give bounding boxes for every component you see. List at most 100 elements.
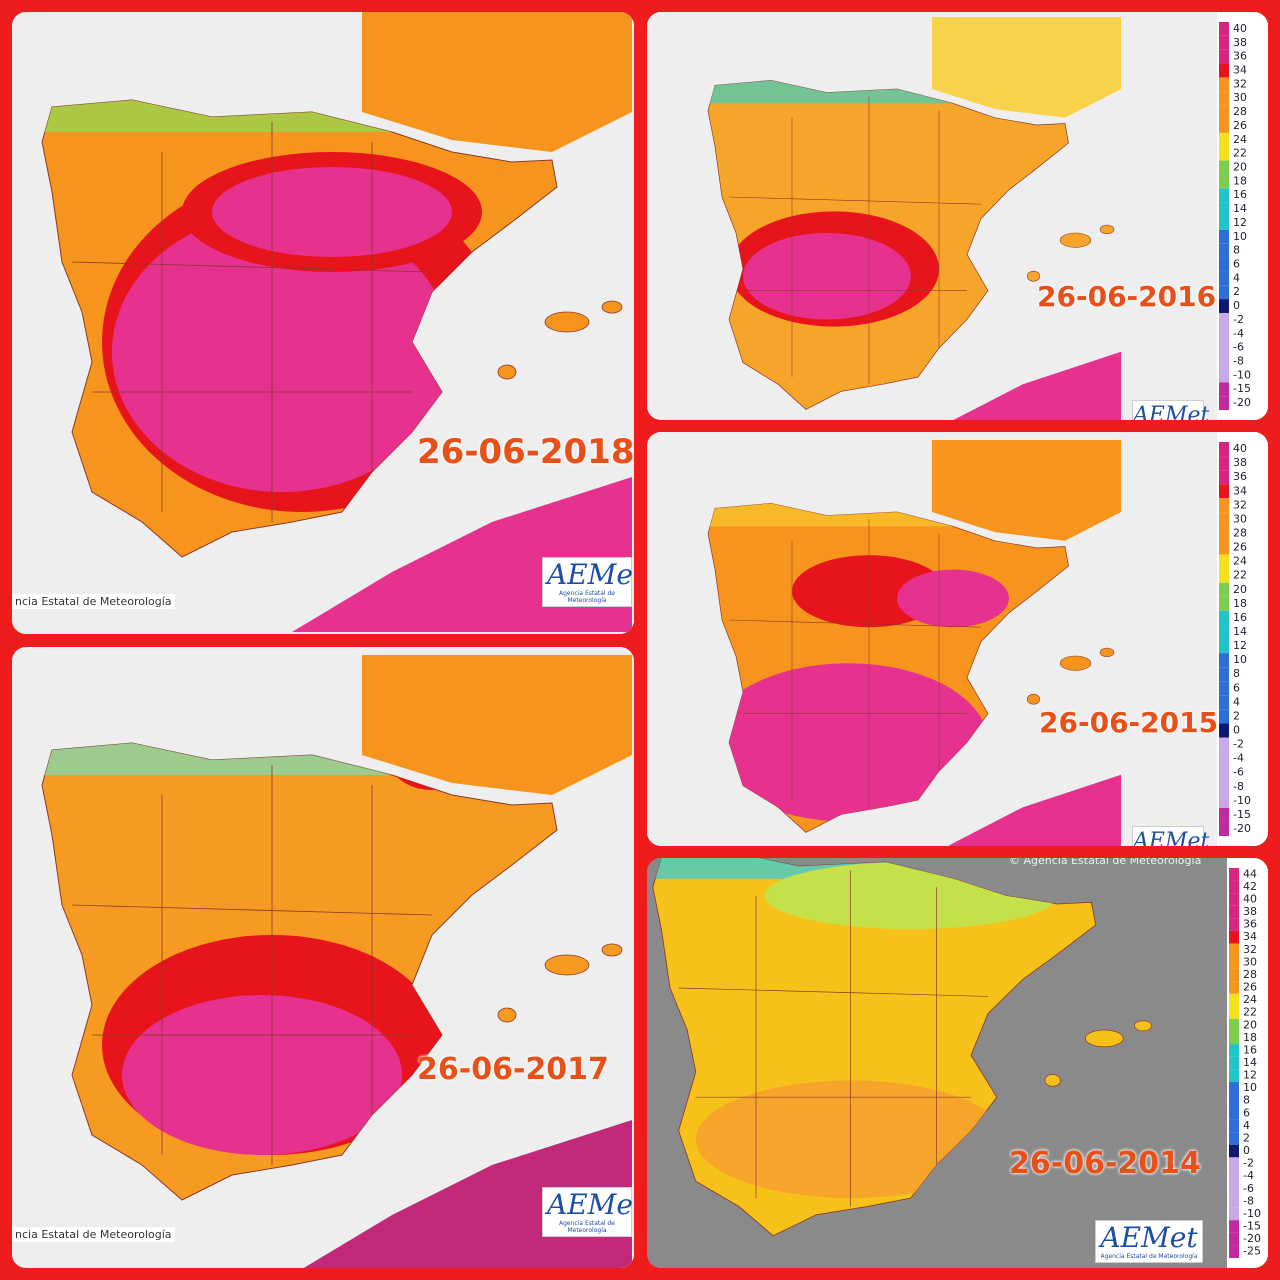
- legend-label: 8: [1233, 244, 1240, 257]
- map-panel: 40 38 36 34 32 30 28 26 24 22 20 18 16 14 12 10 8 6 4 2 0 -2-…: [647, 12, 1268, 420]
- legend-label: 16: [1233, 611, 1247, 624]
- legend-label: -4: [1243, 1169, 1254, 1182]
- legend-swatch: [1219, 821, 1229, 836]
- legend-label: -6: [1233, 341, 1244, 354]
- legend-label: 20: [1233, 583, 1247, 596]
- legend-swatch: [1219, 681, 1229, 696]
- france: [932, 17, 1121, 118]
- legend-swatch: [1219, 396, 1229, 410]
- legend-swatch: [1219, 582, 1229, 597]
- island: [1026, 693, 1041, 705]
- island: [497, 364, 517, 380]
- legend-swatch: [1219, 22, 1229, 36]
- legend-label: 40: [1243, 892, 1257, 905]
- legend-swatch: [1229, 1081, 1239, 1095]
- legend-swatch: [1219, 49, 1229, 64]
- legend-label: 4: [1233, 271, 1240, 284]
- legend-label: 40: [1233, 442, 1247, 455]
- legend-swatch: [1219, 243, 1229, 258]
- legend-swatch: [1219, 540, 1229, 555]
- legend-label: -2: [1243, 1157, 1254, 1170]
- heat: [652, 858, 1096, 1207]
- legend-swatch: [1219, 653, 1229, 668]
- legend-label: -6: [1233, 766, 1244, 779]
- logo-subtitle: Agencia Estatal de Meteorología: [1100, 1253, 1198, 1260]
- france: [362, 655, 632, 795]
- legend-label: 18: [1243, 1031, 1257, 1044]
- credit: ncia Estatal de Meteorología: [12, 594, 175, 609]
- legend-label: 16: [1243, 1043, 1257, 1056]
- legend-swatch: [1229, 905, 1239, 919]
- legend-label: -8: [1233, 355, 1244, 368]
- map-panel: 26-06-2017 ncia Estatal de Meteorología …: [12, 647, 634, 1268]
- legend-swatch: [1219, 442, 1229, 457]
- legend-label: -10: [1233, 368, 1251, 381]
- legend-label: 28: [1233, 526, 1247, 539]
- legend-swatch: [1219, 299, 1229, 313]
- legend-label: -15: [1233, 382, 1251, 395]
- legend-swatch: [1229, 968, 1239, 982]
- legend-label: 28: [1233, 105, 1247, 118]
- legend-label: 8: [1233, 667, 1240, 680]
- legend-label: 24: [1243, 993, 1257, 1006]
- legend-swatch: [1219, 382, 1229, 397]
- legend-label: 36: [1243, 918, 1257, 931]
- map-panel: 40 38 36 34 32 30 28 26 24 22 20 18 16 14 12 10 8 6 4 2 0 -2-…: [647, 432, 1268, 846]
- legend-label: 10: [1233, 230, 1247, 243]
- legend-swatch: [1229, 1157, 1239, 1170]
- africa: [948, 774, 1121, 846]
- legend-swatch: [1229, 1144, 1239, 1158]
- border: [71, 904, 433, 916]
- legend-label: 32: [1233, 498, 1247, 511]
- legend-label: 24: [1233, 555, 1247, 568]
- legend-label: 0: [1243, 1144, 1250, 1157]
- legend-label: 30: [1233, 91, 1247, 104]
- legend-swatch: [1219, 456, 1229, 471]
- legend-swatch: [1219, 340, 1229, 355]
- legend-label: 34: [1233, 64, 1247, 77]
- legend-label: -20: [1233, 822, 1251, 835]
- island: [544, 311, 590, 333]
- map-group: [707, 17, 1121, 420]
- legend-label: 12: [1243, 1069, 1257, 1082]
- legend-label: -8: [1243, 1194, 1254, 1207]
- legend-swatch: [1219, 526, 1229, 541]
- legend-swatch: [1219, 271, 1229, 286]
- legend-swatch: [1229, 1132, 1239, 1145]
- logo-text: AEMet: [547, 558, 634, 591]
- legend-label: 22: [1243, 1006, 1257, 1019]
- island: [1099, 647, 1115, 658]
- legend-swatch: [1219, 610, 1229, 625]
- map-panel: 26-06-2018 ncia Estatal de Meteorología …: [12, 12, 634, 634]
- heat-area: [743, 232, 911, 320]
- legend-swatch: [1219, 285, 1229, 300]
- legend-label: -15: [1233, 808, 1251, 821]
- legend-swatch: [1229, 918, 1239, 931]
- border: [728, 619, 982, 628]
- legend-swatch: [1219, 807, 1229, 822]
- legend-label: 18: [1233, 597, 1247, 610]
- island: [601, 300, 623, 314]
- legend-label: 8: [1243, 1094, 1250, 1107]
- legend-swatch: [1229, 930, 1239, 944]
- legend-swatch: [1229, 993, 1239, 1007]
- map-panel: 44 42 40 38 36 34 32 30 28 26 24 22 20 18 16 14 12 10 8 6 4 2…: [647, 858, 1268, 1268]
- legend-label: 20: [1243, 1018, 1257, 1031]
- legend-swatch: [1219, 723, 1229, 738]
- legend-label: -6: [1243, 1182, 1254, 1195]
- date-label: 26-06-2017: [417, 1052, 609, 1087]
- map: [12, 12, 634, 634]
- legend-label: 14: [1233, 625, 1247, 638]
- legend: 4038363432302826242220181614121086420-2-…: [1217, 12, 1268, 420]
- legend-swatch: [1219, 146, 1229, 161]
- legend-label: -15: [1243, 1220, 1261, 1233]
- legend-swatch: [1219, 512, 1229, 527]
- legend-swatch: [1219, 596, 1229, 611]
- legend-swatch: [1229, 1195, 1239, 1208]
- logo-text: AEMet: [547, 1188, 634, 1221]
- legend-label: 6: [1243, 1106, 1250, 1119]
- legend-swatch: [1219, 174, 1229, 189]
- border: [71, 261, 433, 273]
